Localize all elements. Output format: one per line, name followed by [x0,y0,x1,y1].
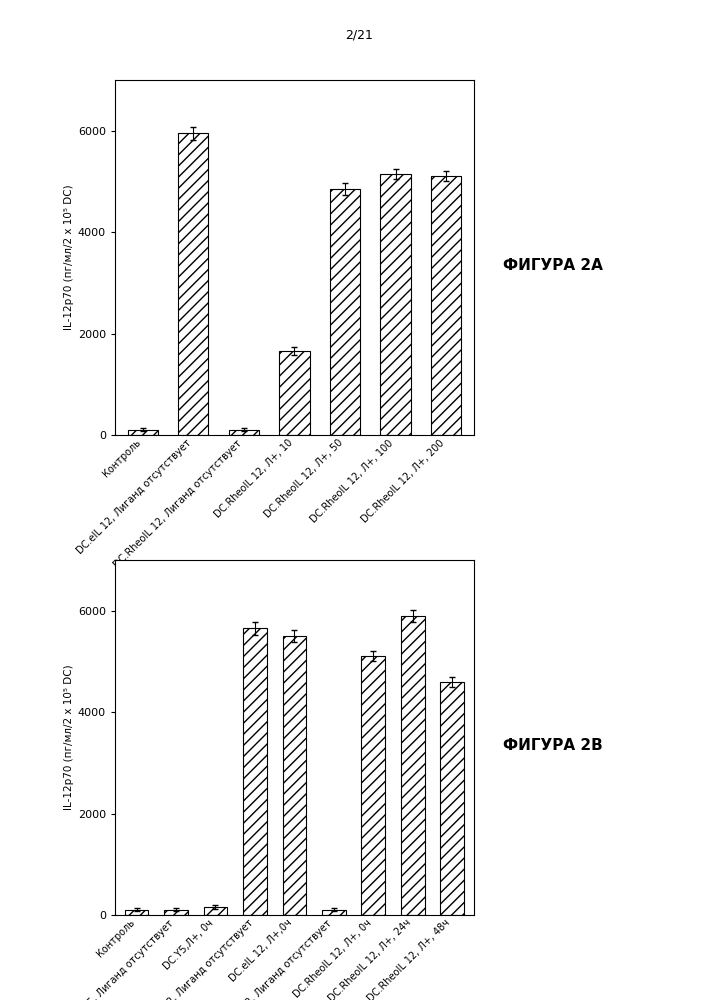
Bar [204,907,228,915]
Bar [401,616,424,915]
Bar [228,430,259,435]
Y-axis label: IL-12p70 (пг/мл/2 x 10⁵ DC): IL-12p70 (пг/мл/2 x 10⁵ DC) [64,185,73,330]
Bar [128,430,158,435]
Bar [125,910,149,915]
Y-axis label: IL-12p70 (пг/мл/2 x 10⁵ DC): IL-12p70 (пг/мл/2 x 10⁵ DC) [64,665,73,810]
Bar [243,628,267,915]
Text: 2/21: 2/21 [345,28,373,41]
Bar [322,910,345,915]
Bar [361,656,385,915]
Text: ФИГУРА 2В: ФИГУРА 2В [503,738,602,752]
Bar [178,133,208,435]
Bar [164,910,188,915]
Bar [330,189,360,435]
Bar [440,682,464,915]
Text: ФИГУРА 2А: ФИГУРА 2А [503,257,602,272]
Bar [431,176,461,435]
Bar [279,351,309,435]
Bar [381,174,411,435]
Bar [283,636,306,915]
